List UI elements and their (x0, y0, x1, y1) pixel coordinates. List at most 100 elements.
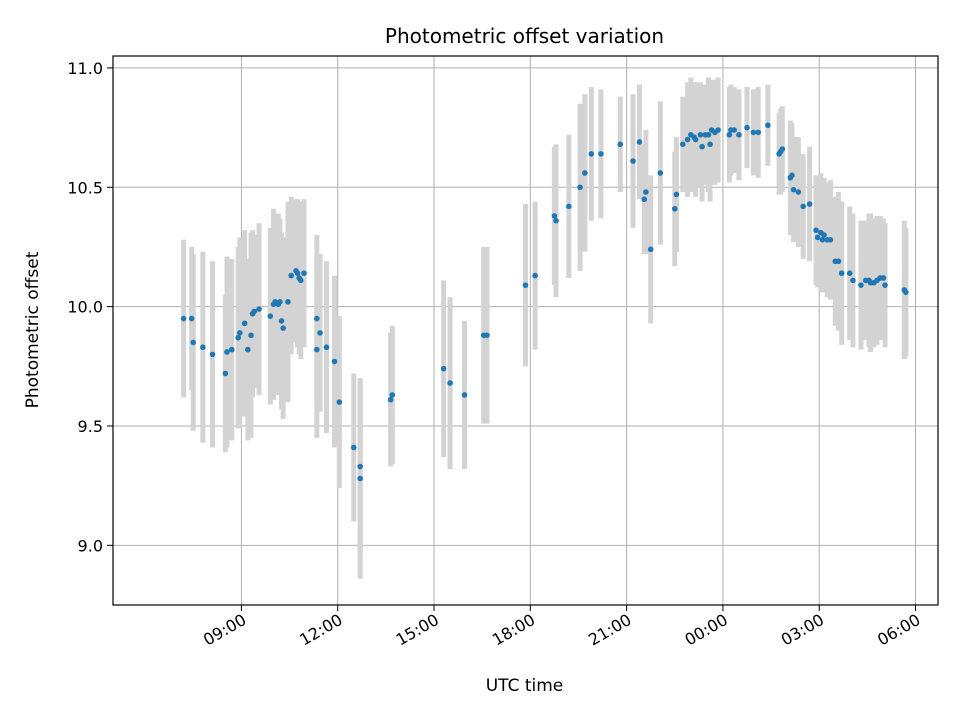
data-point (256, 306, 262, 312)
y-tick-label: 10.0 (67, 298, 103, 317)
y-axis-label: Photometric offset (23, 251, 43, 408)
data-point (744, 124, 750, 131)
data-point (314, 346, 320, 353)
x-axis-label: UTC time (486, 676, 564, 696)
data-point (789, 172, 795, 179)
data-point (736, 131, 742, 138)
data-point (285, 299, 291, 305)
data-point (835, 258, 842, 265)
data-point (248, 332, 254, 339)
data-point (566, 203, 572, 210)
data-point (235, 334, 241, 341)
data-point (251, 308, 258, 315)
data-point (387, 396, 394, 403)
data-point (389, 392, 396, 398)
chart-title: Photometric offset variation (385, 24, 664, 48)
data-point (222, 370, 229, 377)
data-point (726, 131, 733, 138)
data-point (617, 141, 623, 148)
data-point (297, 277, 304, 284)
data-point (350, 444, 357, 451)
data-point (827, 236, 834, 243)
data-point (673, 191, 680, 198)
data-point (858, 282, 864, 288)
data-point (190, 339, 197, 346)
data-point (903, 289, 909, 296)
plot-frame (112, 55, 939, 606)
data-point (532, 272, 538, 279)
data-point (551, 213, 558, 219)
data-point (779, 146, 786, 152)
data-point (440, 365, 447, 372)
data-point (795, 189, 802, 195)
data-point (715, 127, 721, 133)
data-point (800, 203, 806, 210)
data-point (692, 136, 699, 143)
data-point (684, 136, 691, 143)
data-point (636, 139, 643, 145)
data-point (301, 270, 307, 277)
data-point (697, 131, 704, 138)
data-point (280, 325, 286, 331)
y-tick-label: 10.5 (67, 178, 103, 197)
data-point (755, 129, 762, 136)
data-point (357, 463, 363, 470)
y-axis-ticks: 9.0 9.5 10.0 10.5 11.0 (67, 59, 113, 555)
data-point (357, 475, 363, 482)
data-point (850, 277, 856, 284)
data-point (278, 318, 285, 324)
data-point (679, 141, 686, 148)
data-point (598, 151, 604, 157)
data-point (180, 315, 187, 322)
data-point (806, 201, 813, 207)
data-point (209, 351, 216, 358)
data-point (200, 344, 206, 351)
data-point (461, 392, 468, 398)
data-point (582, 170, 588, 176)
data-point (553, 217, 559, 224)
y-tick-label: 11.0 (67, 59, 103, 78)
data-point (699, 143, 705, 150)
data-point (236, 330, 243, 336)
data-point (630, 158, 636, 164)
data-point (882, 282, 888, 288)
data-point (819, 236, 826, 243)
data-point (331, 358, 338, 365)
data-point (643, 189, 649, 195)
data-point (336, 399, 343, 405)
data-point (277, 299, 283, 305)
data-point (647, 246, 654, 253)
data-point (705, 131, 712, 138)
data-point (731, 127, 737, 133)
data-point (813, 227, 819, 234)
data-point (228, 346, 235, 353)
data-point (241, 320, 248, 327)
data-point (765, 122, 771, 129)
data-point (671, 205, 678, 212)
data-point (267, 313, 274, 319)
data-point (447, 380, 453, 386)
data-point (641, 196, 648, 203)
data-point (288, 272, 294, 279)
data-point (314, 315, 320, 322)
data-point (224, 349, 230, 355)
data-point (577, 184, 583, 191)
data-point (707, 141, 713, 148)
data-point (838, 270, 845, 277)
data-point (750, 129, 757, 136)
data-point (588, 151, 595, 157)
data-point (790, 186, 797, 193)
data-point (245, 346, 251, 353)
data-point (323, 344, 330, 351)
data-point (821, 232, 827, 238)
data-point (522, 282, 529, 288)
data-points (180, 122, 909, 482)
data-point (814, 234, 821, 241)
data-point (846, 270, 853, 277)
y-tick-label: 9.5 (78, 417, 103, 436)
y-tick-label: 9.0 (78, 536, 103, 555)
data-point (657, 170, 664, 176)
data-point (484, 332, 490, 339)
